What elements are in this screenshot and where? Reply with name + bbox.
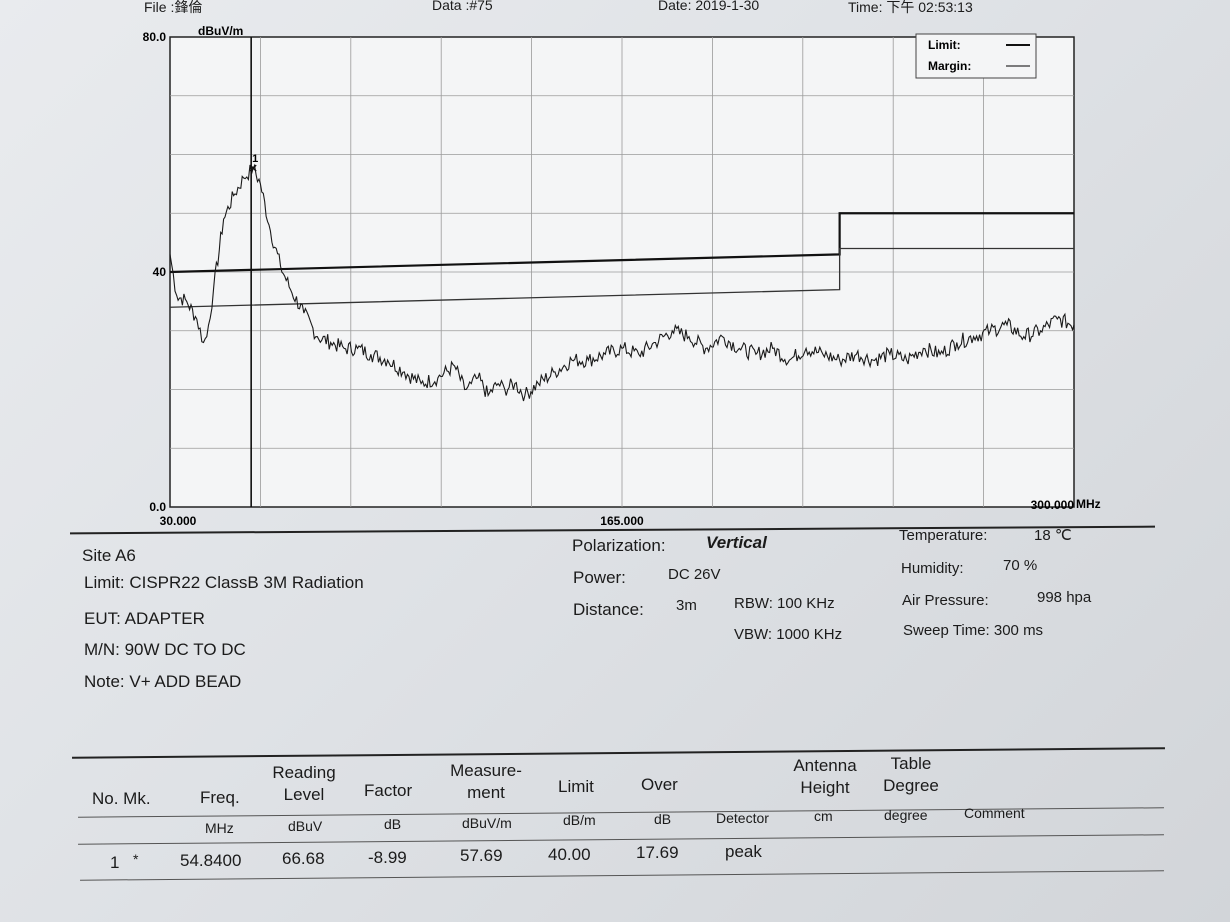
unit-freq: MHz <box>205 820 234 836</box>
measurement-trace <box>169 163 1075 402</box>
unit-detector: Detector <box>716 810 769 826</box>
tick-labels: 80.0 40 0.030.000 165.000 300.000 <box>143 30 1075 528</box>
col-over: Over <box>641 775 678 794</box>
eut-text: EUT: ADAPTER <box>84 609 205 628</box>
row-detector: peak <box>725 842 762 861</box>
distance-value: 3m <box>676 597 697 614</box>
sweep-text: Sweep Time: 300 ms <box>903 622 1044 639</box>
polarization-label: Polarization: <box>572 536 666 555</box>
date-label: Date: 2019-1-30 <box>658 0 760 13</box>
units-rule <box>78 834 1164 845</box>
rbw-text: RBW: 100 KHz <box>734 595 835 612</box>
series: 1 <box>169 37 1075 507</box>
table-top-rule <box>72 747 1165 759</box>
mn-text: M/N: 90W DC TO DC <box>84 640 246 659</box>
col-antenna: Antenna Height <box>786 755 864 799</box>
y-tick-label: 40 <box>153 265 167 279</box>
row-over: 17.69 <box>636 843 679 862</box>
limit-text: Limit: CISPR22 ClassB 3M Radiation <box>84 573 364 592</box>
x-tick-label: 30.000 <box>160 514 197 528</box>
legend-box <box>915 33 1037 79</box>
row-factor: -8.99 <box>368 848 407 867</box>
legend: Limit: Margin: <box>915 33 1037 79</box>
unit-factor: dB <box>384 816 402 832</box>
col-measurement-line2: ment <box>467 783 505 802</box>
col-table-line1: Table <box>890 754 932 773</box>
unit-over: dB <box>654 811 672 827</box>
emission-chart: 80.0 40 0.030.000 165.000 300.000 1 Limit: M… <box>143 24 1101 528</box>
file-label: File :鋒倫 <box>144 0 203 15</box>
row-mk: * <box>133 851 139 867</box>
unit-table: degree <box>884 807 928 823</box>
marker-point <box>249 164 257 172</box>
table-bottom-rule <box>80 870 1164 881</box>
unit-reading: dBuV <box>288 818 323 834</box>
humidity-label: Humidity: <box>901 560 964 577</box>
row-measure: 57.69 <box>460 846 503 865</box>
temperature-value: 18 ℃ <box>1034 527 1072 544</box>
col-factor: Factor <box>364 781 413 800</box>
polarization-value: Vertical <box>706 533 767 552</box>
margin-line <box>169 247 1074 308</box>
time-label: Time: 下午 02:53:13 <box>848 0 973 15</box>
row-freq: 54.8400 <box>180 851 242 870</box>
marker-label: 1 <box>252 153 258 165</box>
col-freq: Freq. <box>200 788 240 807</box>
unit-measure: dBuV/m <box>462 815 512 831</box>
y-tick-label: 0.0 <box>149 500 166 514</box>
unit-antenna: cm <box>814 808 833 824</box>
unit-limit: dB/m <box>563 812 596 828</box>
humidity-value: 70 % <box>1003 557 1038 574</box>
y-axis-unit: dBuV/m <box>198 24 243 38</box>
col-no-mk: No. Mk. <box>92 789 151 808</box>
col-measurement: Measure- ment <box>440 760 532 804</box>
power-label: Power: <box>573 568 626 587</box>
note-text: Note: V+ ADD BEAD <box>84 672 242 691</box>
pressure-value: 998 hpa <box>1037 589 1092 606</box>
row-reading: 66.68 <box>282 849 325 868</box>
col-antenna-line1: Antenna <box>793 756 857 775</box>
col-limit: Limit <box>558 777 594 796</box>
vbw-text: VBW: 1000 KHz <box>734 626 843 643</box>
col-reading-line1: Reading <box>272 763 336 782</box>
y-tick-label: 80.0 <box>143 30 167 44</box>
col-table-degree: Table Degree <box>876 753 946 797</box>
col-reading: Reading Level <box>266 762 342 806</box>
row-limit: 40.00 <box>548 845 591 864</box>
x-axis-unit: MHz <box>1076 497 1101 511</box>
site-text: Site A6 <box>82 546 136 565</box>
legend-margin-label: Margin: <box>928 59 971 73</box>
power-value: DC 26V <box>668 566 721 583</box>
col-reading-line2: Level <box>283 785 325 804</box>
col-measurement-line1: Measure- <box>450 761 522 780</box>
data-label: Data :#75 <box>432 0 493 13</box>
limit-line <box>169 212 1074 274</box>
row-no: 1 <box>110 853 120 872</box>
x-tick-label: 165.000 <box>600 514 644 528</box>
temperature-label: Temperature: <box>899 527 988 544</box>
col-antenna-line2: Height <box>800 778 850 797</box>
pressure-label: Air Pressure: <box>902 592 989 609</box>
unit-comment: Comment <box>964 805 1025 821</box>
legend-limit-label: Limit: <box>928 38 961 52</box>
distance-label: Distance: <box>573 600 644 619</box>
x-tick-label: 300.000 <box>1031 498 1075 512</box>
col-table-line2: Degree <box>883 776 939 795</box>
